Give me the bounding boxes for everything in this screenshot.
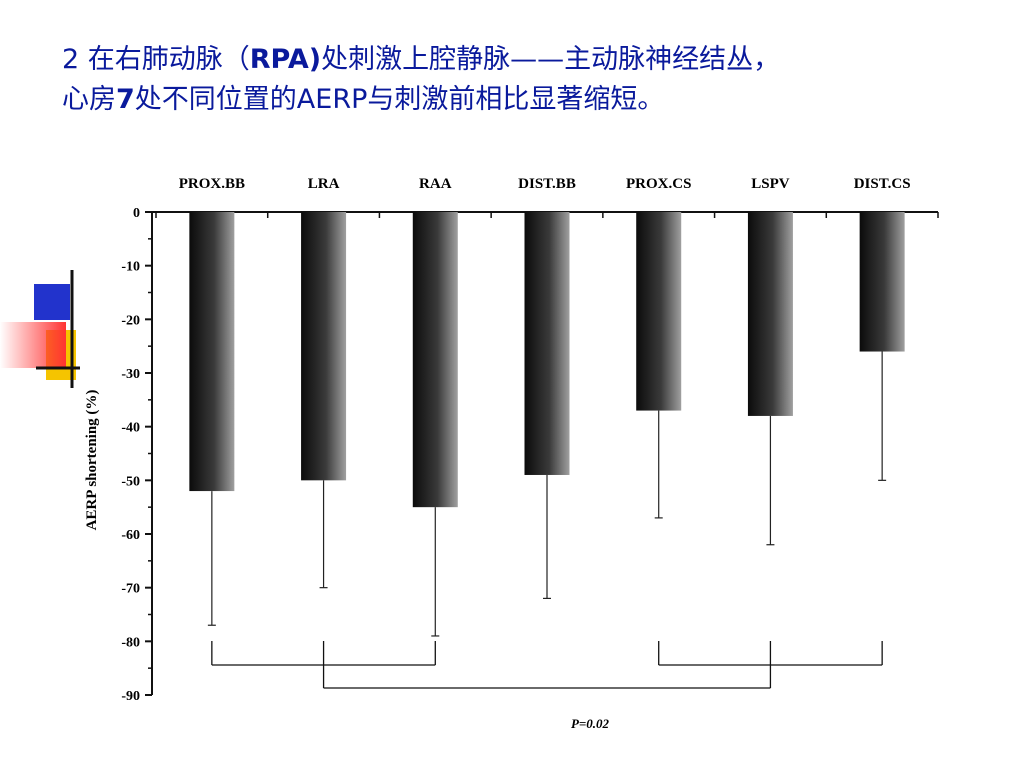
slide-decoration: [0, 270, 80, 388]
decoration-red-bar: [0, 322, 66, 368]
y-tick-label: -20: [121, 313, 140, 328]
bar-prox-cs: [636, 212, 682, 411]
category-label: DIST.CS: [854, 176, 911, 192]
bar-lspv: [747, 212, 793, 416]
y-tick-label: 0: [133, 206, 140, 221]
title-line-1: 2 在右肺动脉（RPA)处刺激上腔静脉——主动脉神经结丛，: [62, 40, 1002, 80]
slide-title: 2 在右肺动脉（RPA)处刺激上腔静脉——主动脉神经结丛， 心房7处不同位置的A…: [62, 40, 1002, 120]
bar-raa: [412, 212, 458, 508]
category-label: RAA: [419, 176, 452, 192]
significance-brackets: [211, 641, 883, 689]
y-axis-label: AERP shortening (%): [84, 390, 100, 531]
title-line-1-bold: RPA): [249, 44, 322, 75]
category-label: LRA: [308, 176, 340, 192]
chart-bars: [189, 212, 905, 637]
y-tick-label: -70: [121, 582, 140, 597]
y-tick-label: -50: [121, 474, 140, 489]
bar-lra: [301, 212, 347, 481]
y-tick-label: -90: [121, 689, 140, 704]
y-tick-label: -60: [121, 528, 140, 543]
p-value-annotation: P=0.02: [571, 716, 610, 731]
title-line-1-text-b: 处刺激上腔静脉——主动脉神经结丛，: [321, 44, 781, 75]
y-tick-label: -40: [121, 421, 140, 436]
category-label: PROX.BB: [179, 176, 245, 192]
bar-dist-bb: [524, 212, 570, 475]
bar-prox-bb: [189, 212, 235, 492]
title-line-2-text-a: 心房: [62, 84, 116, 115]
y-tick-label: -10: [121, 260, 140, 275]
bar-dist-cs: [859, 212, 905, 352]
y-tick-label: -80: [121, 635, 140, 650]
title-line-1-text-a: 2 在右肺动脉（: [62, 44, 250, 75]
chart-labels: PROX.BB LRA RAA DIST.BB PROX.CS LSPV DIST.CS: [179, 176, 911, 192]
aerp-bar-chart: 0 -10 -20 -30 -40 -50 -60 -70 -80 -90 PROX.BB LRA R…: [84, 176, 939, 731]
category-label: LSPV: [751, 176, 790, 192]
decoration-blue-square: [34, 284, 70, 320]
category-label: DIST.BB: [518, 176, 576, 192]
title-line-2: 心房7处不同位置的AERP与刺激前相比显著缩短。: [62, 80, 1002, 120]
title-line-2-text-b: 处不同位置的AERP与刺激前相比显著缩短。: [134, 84, 665, 115]
category-label: PROX.CS: [626, 176, 691, 192]
y-tick-label: -30: [121, 367, 140, 382]
title-line-2-bold: 7: [116, 84, 135, 115]
